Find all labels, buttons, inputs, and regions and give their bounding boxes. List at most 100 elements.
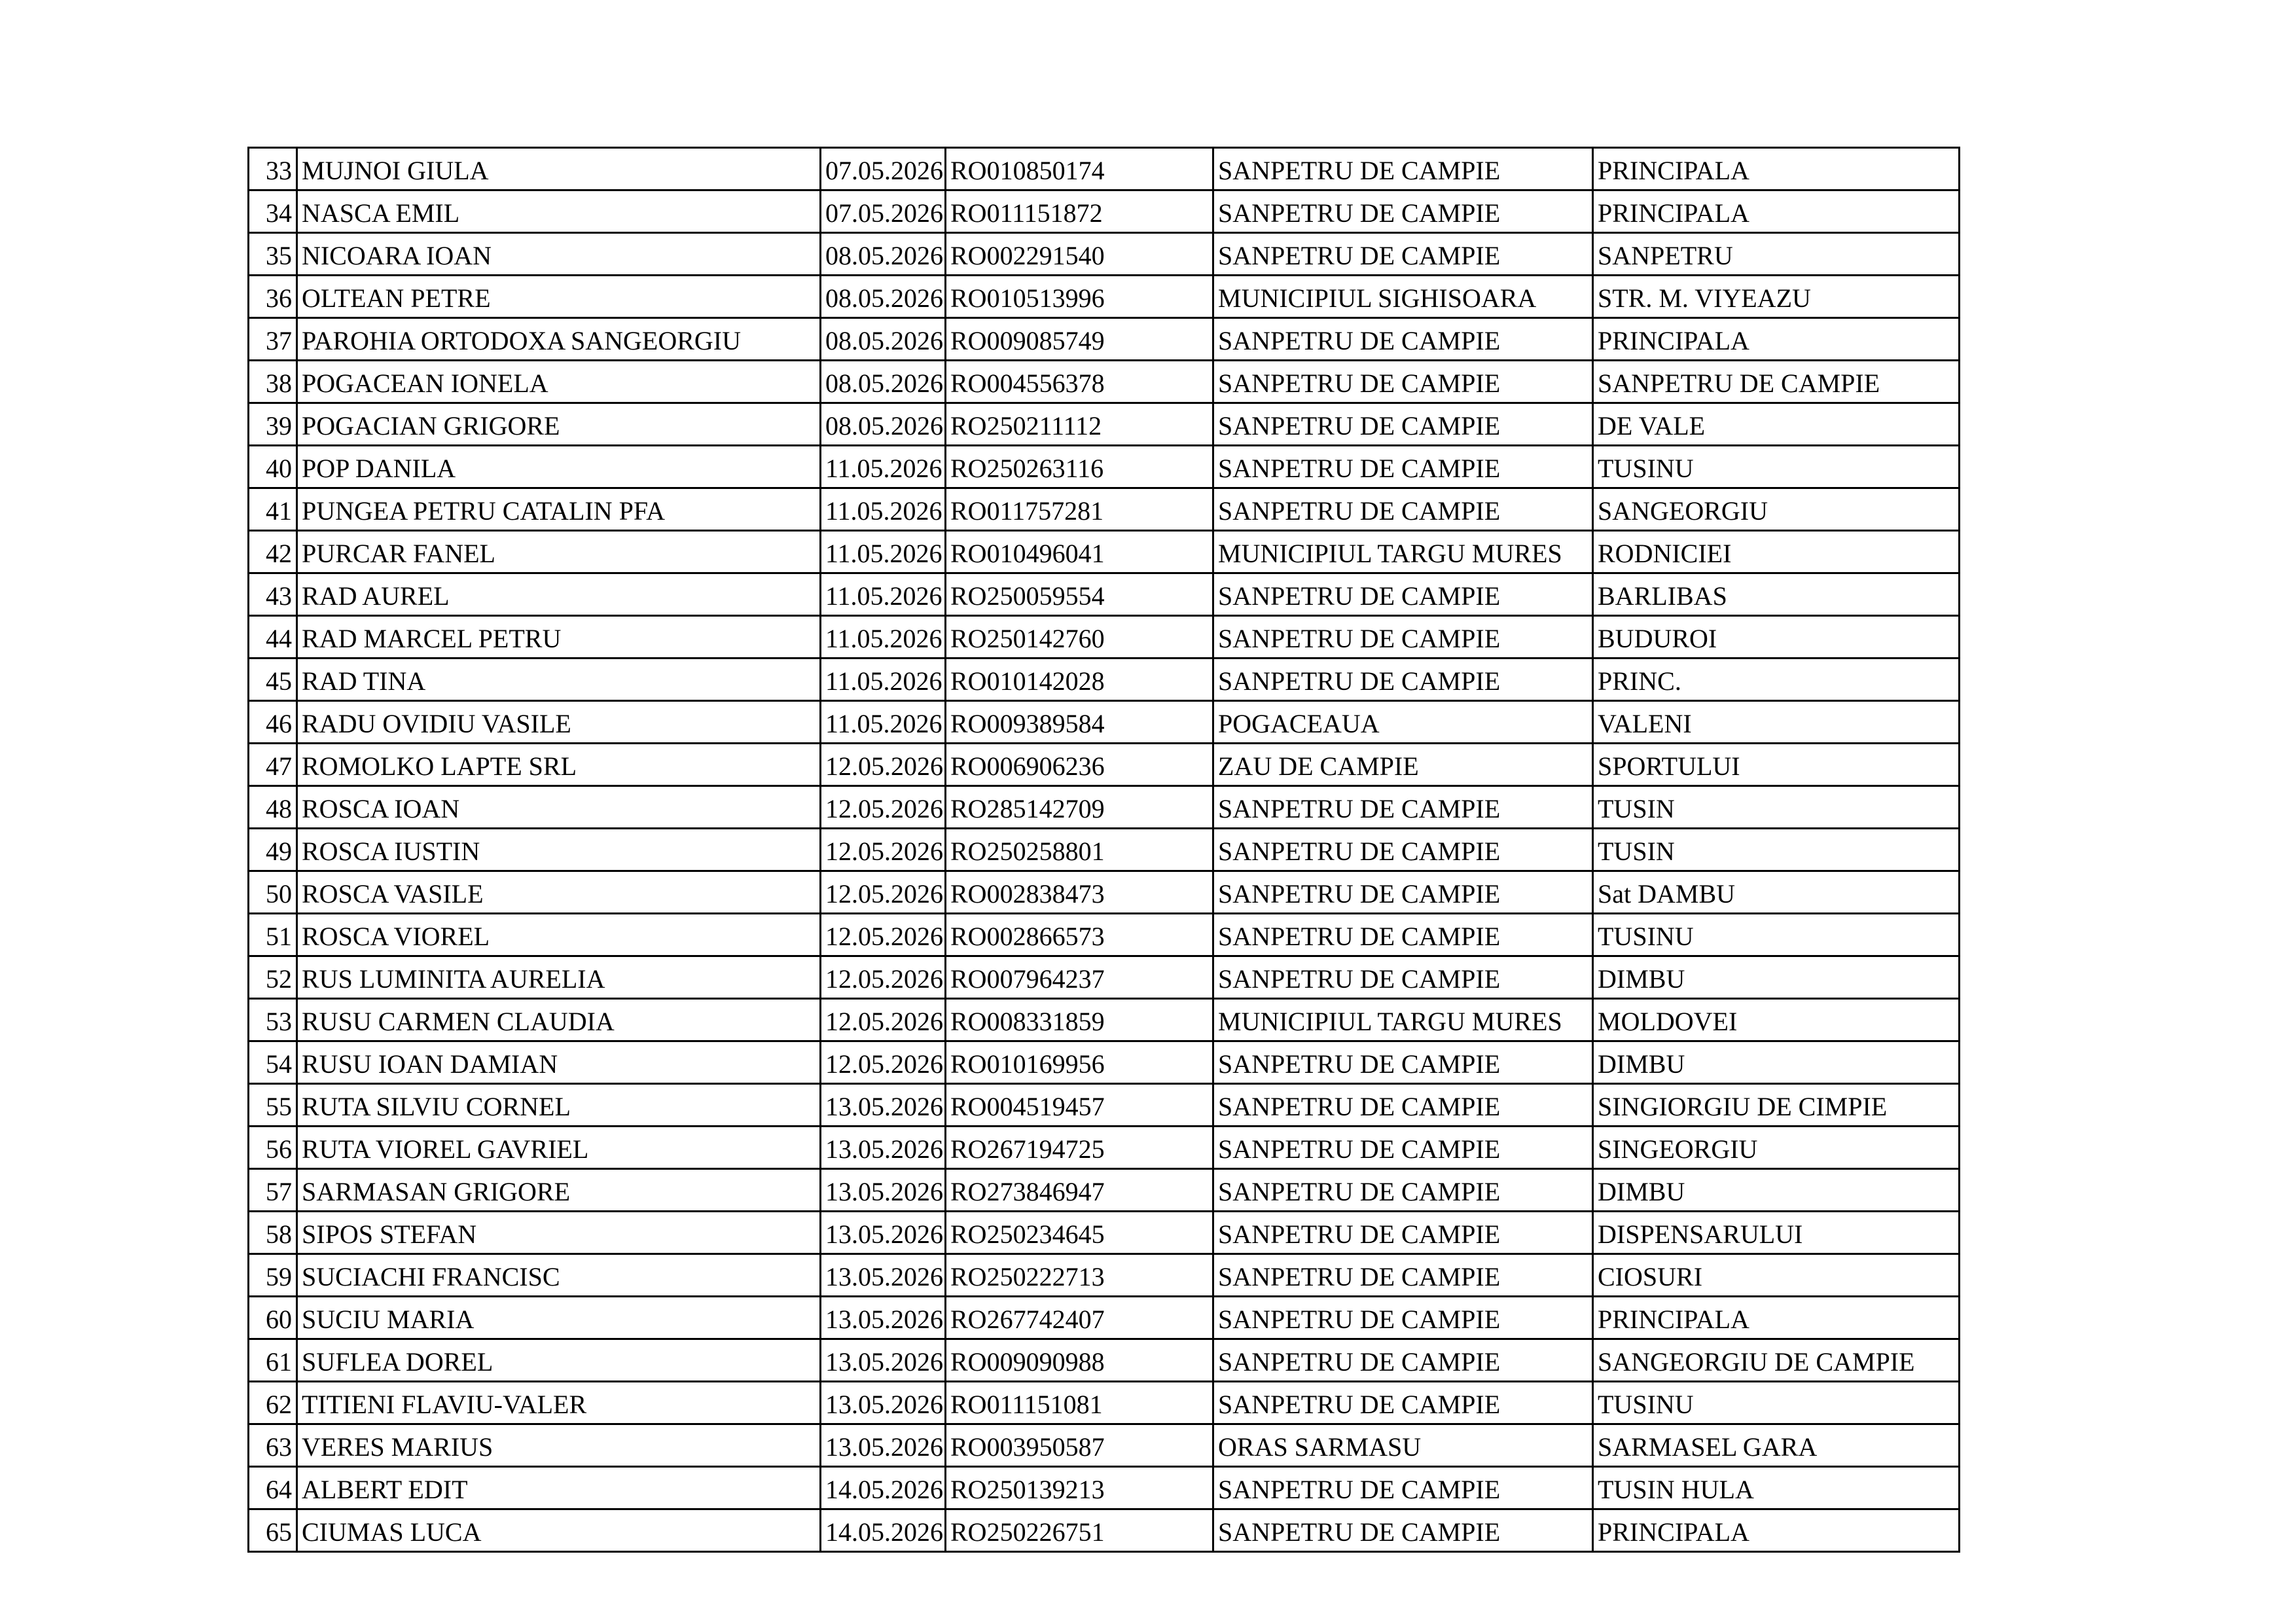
cell-address: PRINCIPALA [1592, 189, 1960, 234]
address-text: BARLIBAS [1598, 581, 1727, 611]
cell-nr: 33 [247, 147, 298, 191]
cell-nr: 41 [247, 487, 298, 532]
cell-date: 12.05.2026 [819, 785, 946, 829]
address-text: DE VALE [1598, 411, 1706, 441]
table-row: 38 POGACEAN IONELA 08.05.2026 RO004556378 SA… [247, 359, 1960, 404]
address-text: Sat DAMBU [1598, 879, 1736, 909]
cell-date: 13.05.2026 [819, 1338, 946, 1382]
cell-date: 12.05.2026 [819, 1040, 946, 1085]
cell-name: RAD AUREL [296, 572, 821, 617]
cell-name: ROSCA IOAN [296, 785, 821, 829]
cell-name: NICOARA IOAN [296, 232, 821, 276]
cell-date: 08.05.2026 [819, 274, 946, 319]
cell-cui: RO008331859 [944, 998, 1214, 1042]
cell-nr: 47 [247, 742, 298, 787]
address-text: DIMBU [1598, 964, 1685, 994]
cell-address: SARMASEL GARA [1592, 1423, 1960, 1468]
cell-nr: 40 [247, 444, 298, 489]
cell-date: 13.05.2026 [819, 1210, 946, 1255]
cell-date: 11.05.2026 [819, 700, 946, 744]
address-text: SPORTULUI [1598, 751, 1740, 781]
cell-date: 11.05.2026 [819, 487, 946, 532]
address-text: PRINCIPALA [1598, 1305, 1749, 1334]
cell-locality: SANPETRU DE CAMPIE [1212, 317, 1594, 361]
cell-date: 14.05.2026 [819, 1466, 946, 1510]
cell-nr: 43 [247, 572, 298, 617]
address-text: SARMASEL GARA [1598, 1432, 1818, 1462]
cell-cui: RO250263116 [944, 444, 1214, 489]
table-row: 48 ROSCA IOAN 12.05.2026 RO285142709 SANPETR… [247, 785, 1960, 829]
cell-address: SPORTULUI [1592, 742, 1960, 787]
cell-name: ALBERT EDIT [296, 1466, 821, 1510]
table-row: 60 SUCIU MARIA 13.05.2026 RO267742407 SANPET… [247, 1295, 1960, 1340]
cell-address: DE VALE [1592, 402, 1960, 446]
cell-nr: 60 [247, 1295, 298, 1340]
cell-cui: RO009085749 [944, 317, 1214, 361]
cell-cui: RO006906236 [944, 742, 1214, 787]
cell-address: TUSIN [1592, 785, 1960, 829]
cell-locality: SANPETRU DE CAMPIE [1212, 147, 1594, 191]
cell-name: RAD MARCEL PETRU [296, 615, 821, 659]
table-row: 51 ROSCA VIOREL 12.05.2026 RO002866573 SANPE… [247, 912, 1960, 957]
address-text: TUSIN [1598, 794, 1675, 823]
table-row: 49 ROSCA IUSTIN 12.05.2026 RO250258801 SANPE… [247, 827, 1960, 872]
address-text: SANPETRU DE CAMPIE [1598, 369, 1880, 398]
cell-locality: SANPETRU DE CAMPIE [1212, 1253, 1594, 1297]
cell-cui: RO010169956 [944, 1040, 1214, 1085]
cell-locality: SANPETRU DE CAMPIE [1212, 1508, 1594, 1553]
cell-locality: SANPETRU DE CAMPIE [1212, 232, 1594, 276]
address-text: PRINCIPALA [1598, 156, 1749, 185]
cell-nr: 50 [247, 870, 298, 914]
table-row: 34 NASCA EMIL 07.05.2026 RO011151872 SANPETR… [247, 189, 1960, 234]
address-text: SANPETRU [1598, 241, 1733, 270]
address-text: DISPENSARULUI [1598, 1219, 1803, 1249]
address-text: DIMBU [1598, 1177, 1685, 1206]
registry-table: 33 MUJNOI GIULA 07.05.2026 RO010850174 SANPE… [247, 147, 1960, 1553]
cell-address: TUSIN HULA [1592, 1466, 1960, 1510]
cell-cui: RO003950587 [944, 1423, 1214, 1468]
cell-date: 07.05.2026 [819, 147, 946, 191]
cell-cui: RO250258801 [944, 827, 1214, 872]
address-text: DIMBU [1598, 1049, 1685, 1079]
cell-date: 08.05.2026 [819, 402, 946, 446]
cell-address: STR. M. VIYEAZU [1592, 274, 1960, 319]
cell-cui: RO002291540 [944, 232, 1214, 276]
cell-date: 08.05.2026 [819, 359, 946, 404]
address-text: PRINCIPALA [1598, 198, 1749, 228]
cell-address: CIOSURI [1592, 1253, 1960, 1297]
cell-name: PURCAR FANEL [296, 530, 821, 574]
cell-locality: SANPETRU DE CAMPIE [1212, 1295, 1594, 1340]
cell-nr: 65 [247, 1508, 298, 1553]
address-text: MOLDOVEI [1598, 1007, 1738, 1036]
cell-name: NASCA EMIL [296, 189, 821, 234]
cell-name: SUCIACHI FRANCISC [296, 1253, 821, 1297]
address-text: PRINCIPALA [1598, 1517, 1749, 1547]
cell-nr: 52 [247, 955, 298, 1000]
cell-nr: 56 [247, 1125, 298, 1170]
cell-name: ROSCA IUSTIN [296, 827, 821, 872]
cell-cui: RO285142709 [944, 785, 1214, 829]
address-text: VALENI [1598, 709, 1692, 738]
cell-address: DISPENSARULUI [1592, 1210, 1960, 1255]
table-row: 50 ROSCA VASILE 12.05.2026 RO002838473 SANPE… [247, 870, 1960, 914]
cell-cui: RO010513996 [944, 274, 1214, 319]
cell-address: SINGIORGIU DE CIMPIE [1592, 1083, 1960, 1127]
cell-locality: SANPETRU DE CAMPIE [1212, 870, 1594, 914]
cell-nr: 36 [247, 274, 298, 319]
cell-nr: 45 [247, 657, 298, 702]
cell-nr: 55 [247, 1083, 298, 1127]
cell-date: 12.05.2026 [819, 870, 946, 914]
cell-name: RUTA SILVIU CORNEL [296, 1083, 821, 1127]
cell-name: RAD TINA [296, 657, 821, 702]
cell-name: POP DANILA [296, 444, 821, 489]
cell-locality: SANPETRU DE CAMPIE [1212, 1338, 1594, 1382]
cell-locality: ZAU DE CAMPIE [1212, 742, 1594, 787]
cell-nr: 61 [247, 1338, 298, 1382]
cell-nr: 42 [247, 530, 298, 574]
cell-nr: 49 [247, 827, 298, 872]
table-row: 42 PURCAR FANEL 11.05.2026 RO010496041 MUNIC… [247, 530, 1960, 574]
cell-cui: RO250059554 [944, 572, 1214, 617]
cell-locality: SANPETRU DE CAMPIE [1212, 487, 1594, 532]
address-text: TUSIN HULA [1598, 1475, 1754, 1504]
